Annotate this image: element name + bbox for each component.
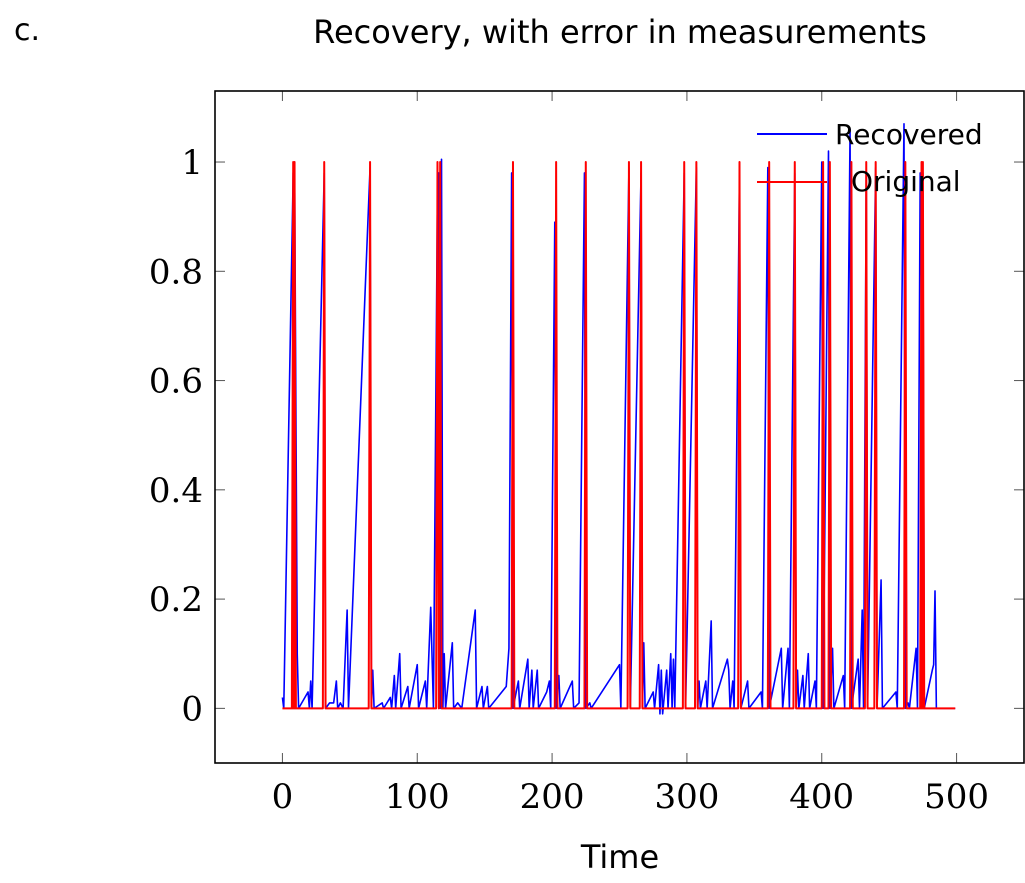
x-tick-label: 500 <box>924 777 989 817</box>
plot-area <box>214 90 1025 764</box>
y-tick-label: 0 <box>181 689 203 729</box>
x-tick-label: 0 <box>272 777 294 817</box>
x-tick-labels: 0 100 200 300 400 500 <box>272 777 989 817</box>
x-tick-label: 200 <box>520 777 585 817</box>
y-tick-label: 0.2 <box>149 580 203 620</box>
x-axis-label: Time <box>580 838 659 876</box>
y-tick-label: 0.4 <box>149 471 203 511</box>
series-line-original <box>282 161 956 710</box>
y-tick-label: 0.8 <box>149 252 203 292</box>
x-tick-label: 400 <box>789 777 854 817</box>
legend-label-recovered: Recovered <box>835 118 983 151</box>
y-tick-labels: 0 0.2 0.4 0.6 0.8 1 <box>149 143 203 729</box>
series-line-recovered <box>281 122 956 715</box>
legend-label-original: Original <box>851 165 961 198</box>
y-tick-label: 0.6 <box>149 362 203 402</box>
plot-frame <box>214 90 1025 764</box>
chart-title: Recovery, with error in measurements <box>313 13 927 51</box>
legend: Recovered Original <box>757 118 983 198</box>
y-tick-label: 1 <box>181 143 203 183</box>
x-tick-label: 300 <box>654 777 719 817</box>
panel-label: c. <box>14 13 40 48</box>
x-tick-label: 100 <box>385 777 450 817</box>
